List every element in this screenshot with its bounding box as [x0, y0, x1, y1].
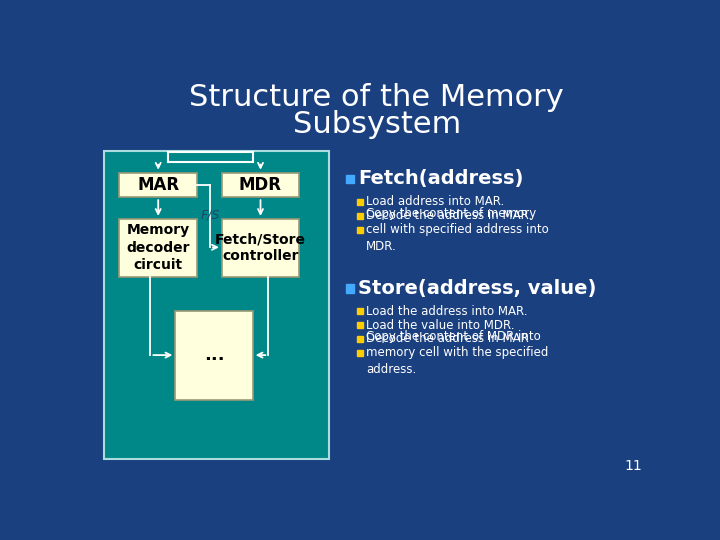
Text: Load the value into MDR.: Load the value into MDR. — [366, 319, 514, 332]
Text: ...: ... — [204, 347, 225, 364]
Text: Load the address into MAR.: Load the address into MAR. — [366, 305, 528, 318]
Text: Memory
decoder
circuit: Memory decoder circuit — [127, 224, 190, 272]
Bar — [356, 213, 363, 219]
Bar — [222, 219, 300, 276]
Text: Decode the address in MAR.: Decode the address in MAR. — [366, 209, 532, 222]
Text: MDR: MDR — [239, 176, 282, 194]
Text: MAR: MAR — [137, 176, 179, 194]
Bar — [104, 151, 329, 459]
Text: Fetch(address): Fetch(address) — [358, 169, 523, 188]
Bar — [356, 226, 363, 233]
Bar — [175, 311, 253, 400]
Text: 11: 11 — [624, 459, 642, 473]
Text: Copy the content of memory
cell with specified address into
MDR.: Copy the content of memory cell with spe… — [366, 207, 549, 253]
Bar — [346, 284, 354, 293]
Bar — [356, 350, 363, 356]
Text: Load address into MAR.: Load address into MAR. — [366, 195, 504, 208]
Bar — [222, 173, 300, 197]
Bar — [346, 175, 354, 184]
Bar — [120, 173, 197, 197]
Bar — [356, 199, 363, 205]
Bar — [120, 219, 197, 276]
Bar — [356, 308, 363, 314]
Bar — [356, 322, 363, 328]
Text: F/S: F/S — [200, 208, 220, 221]
Text: Structure of the Memory: Structure of the Memory — [189, 83, 564, 112]
Text: Fetch/Store
controller: Fetch/Store controller — [215, 232, 306, 264]
Text: Copy the content of MDR into
memory cell with the specified
address.: Copy the content of MDR into memory cell… — [366, 330, 548, 376]
Text: Store(address, value): Store(address, value) — [358, 279, 597, 298]
Bar — [356, 336, 363, 342]
Text: Decode the address in MAR: Decode the address in MAR — [366, 333, 528, 346]
Text: Subsystem: Subsystem — [292, 110, 461, 139]
